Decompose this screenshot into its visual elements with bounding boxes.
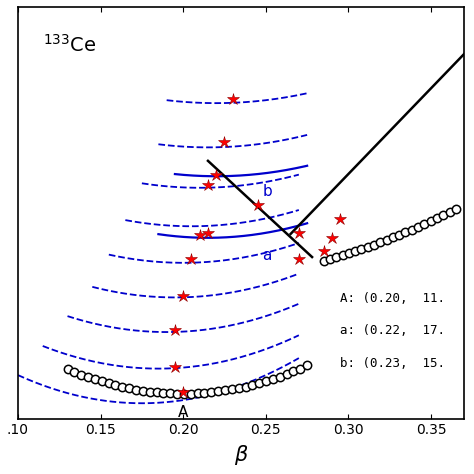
- Text: b: b: [263, 184, 272, 199]
- Text: A: (0.20,  11.: A: (0.20, 11.: [340, 292, 445, 305]
- Text: a: (0.22,  17.: a: (0.22, 17.: [340, 324, 445, 337]
- X-axis label: $\beta$: $\beta$: [234, 443, 248, 467]
- Text: A: A: [178, 405, 188, 420]
- Text: a: a: [263, 247, 272, 263]
- Text: $^{133}$Ce: $^{133}$Ce: [43, 34, 96, 56]
- Text: b: (0.23,  15.: b: (0.23, 15.: [340, 357, 445, 370]
